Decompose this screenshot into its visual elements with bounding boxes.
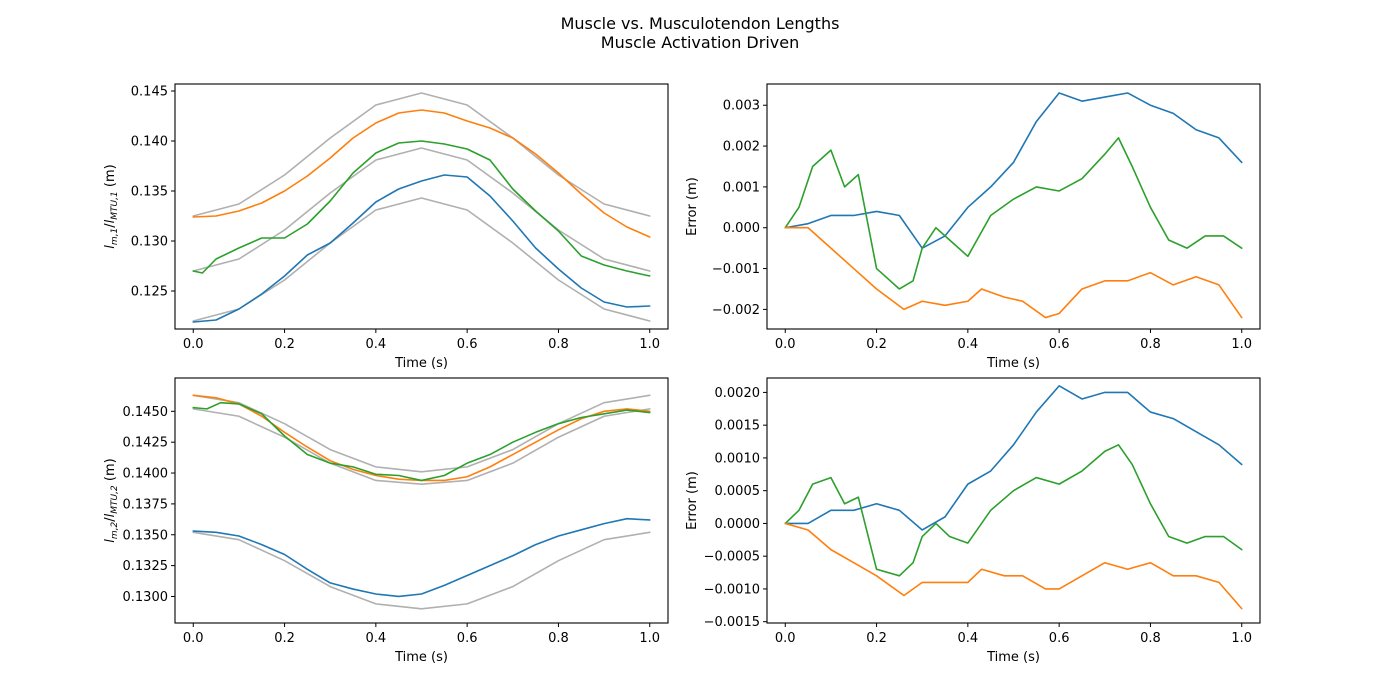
y-tick-label: 0.130 <box>131 235 168 250</box>
y-tick-label: −0.002 <box>712 303 760 318</box>
x-tick-label: 0.6 <box>1049 631 1070 646</box>
y-axis-label: lm,1/lMTU,1 (m) <box>103 164 120 248</box>
series-line-gray-1 <box>192 408 651 485</box>
y-tick-label: −0.0015 <box>704 615 760 630</box>
x-tick-label: 0.6 <box>457 337 478 352</box>
x-tick-label: 0.2 <box>866 337 887 352</box>
y-tick-label: −0.0010 <box>704 582 760 597</box>
x-tick-label: 0.2 <box>274 337 295 352</box>
x-tick-label: 0.2 <box>866 631 887 646</box>
series-line-orange-3 <box>192 109 651 238</box>
x-tick-label: 0.6 <box>457 631 478 646</box>
series-line-gray-1 <box>192 147 651 272</box>
y-tick-label: 0.1325 <box>123 559 169 574</box>
x-tick-label: 1.0 <box>639 631 660 646</box>
y-tick-label: 0.140 <box>131 135 168 150</box>
y-tick-label: −0.001 <box>712 262 760 277</box>
y-tick-label: 0.002 <box>723 140 760 155</box>
x-tick-label: 0.0 <box>183 337 204 352</box>
y-tick-label: 0.001 <box>723 180 760 195</box>
series-line-blue-0 <box>784 92 1243 249</box>
series-line-orange-2 <box>784 226 1243 319</box>
series-line-orange-2 <box>784 522 1243 610</box>
y-tick-label: 0.135 <box>131 185 168 200</box>
y-tick-label: 0.0015 <box>715 419 761 434</box>
series-line-green-1 <box>784 137 1243 290</box>
series-line-gray-2 <box>192 531 651 610</box>
subplot-err2: 0.0 0.2 0.4 0.6 0.8 1.0 −0.0015 −0.0010 −0.0005 0… <box>685 377 1261 665</box>
subplot-err1: 0.0 0.2 0.4 0.6 0.8 1.0 −0.002 −0.001 0.000 0.001… <box>685 83 1261 371</box>
axes-frame <box>766 377 1261 624</box>
y-tick-label: 0.000 <box>723 221 760 236</box>
series-group <box>192 394 651 610</box>
y-tick-label: 0.003 <box>723 99 760 114</box>
x-tick-label: 0.4 <box>366 337 387 352</box>
series-line-green-4 <box>192 401 651 482</box>
series-line-blue-0 <box>784 385 1243 531</box>
x-tick-label: 0.0 <box>775 337 796 352</box>
y-axis-label: lm,2/lMTU,2 (m) <box>103 458 120 542</box>
y-tick-label: 0.125 <box>131 285 168 300</box>
y-tick-label: 0.0010 <box>715 451 761 466</box>
series-group <box>784 385 1243 610</box>
x-tick-label: 1.0 <box>1231 337 1252 352</box>
x-tick-label: 1.0 <box>639 337 660 352</box>
x-tick-label: 0.0 <box>183 631 204 646</box>
x-tick-label: 0.6 <box>1049 337 1070 352</box>
x-tick-label: 0.8 <box>1140 337 1161 352</box>
axes-frame <box>174 377 669 624</box>
x-tick-label: 0.4 <box>366 631 387 646</box>
y-tick-label: −0.0005 <box>704 550 760 565</box>
y-tick-label: 0.0020 <box>715 386 761 401</box>
y-tick-label: 0.1350 <box>123 528 169 543</box>
series-group <box>192 92 651 323</box>
x-tick-label: 0.8 <box>1140 631 1161 646</box>
y-tick-label: 0.0005 <box>715 484 761 499</box>
y-tick-label: 0.145 <box>131 85 168 100</box>
x-tick-label: 0.2 <box>274 631 295 646</box>
x-tick-label: 0.8 <box>548 337 569 352</box>
series-line-gray-0 <box>192 394 651 473</box>
figure-title-line2: Muscle Activation Driven <box>600 33 800 52</box>
x-axis-label: Time (s) <box>394 650 448 665</box>
y-axis-label: Error (m) <box>685 471 700 530</box>
x-tick-label: 0.0 <box>775 631 796 646</box>
y-tick-label: 0.1400 <box>123 467 169 482</box>
x-tick-label: 0.4 <box>958 337 979 352</box>
series-line-blue-5 <box>192 517 651 598</box>
y-axis-label: Error (m) <box>685 177 700 236</box>
series-line-green-1 <box>784 444 1243 577</box>
x-tick-label: 0.4 <box>958 631 979 646</box>
series-line-orange-3 <box>192 394 651 482</box>
axes-frame <box>766 83 1261 330</box>
x-tick-label: 0.8 <box>548 631 569 646</box>
y-tick-label: 0.1375 <box>123 497 169 512</box>
y-tick-label: 0.0000 <box>715 517 761 532</box>
axes-frame <box>174 83 669 330</box>
series-line-green-4 <box>192 140 651 277</box>
series-group <box>784 92 1243 319</box>
x-axis-label: Time (s) <box>986 356 1040 371</box>
x-tick-label: 1.0 <box>1231 631 1252 646</box>
series-line-gray-2 <box>192 197 651 322</box>
subplot-len1: 0.0 0.2 0.4 0.6 0.8 1.0 0.125 0.130 0.135 0.140 0.… <box>103 83 669 371</box>
figure-title-line1: Muscle vs. Musculotendon Lengths <box>560 14 840 33</box>
series-line-gray-0 <box>192 92 651 217</box>
x-axis-label: Time (s) <box>394 356 448 371</box>
x-axis-label: Time (s) <box>986 650 1040 665</box>
y-tick-label: 0.1300 <box>123 590 169 605</box>
subplot-len2: 0.0 0.2 0.4 0.6 0.8 1.0 0.1300 0.1325 0.1350 0.13… <box>103 377 669 665</box>
y-tick-label: 0.1450 <box>123 405 169 420</box>
y-tick-label: 0.1425 <box>123 436 169 451</box>
series-line-blue-5 <box>192 174 651 323</box>
